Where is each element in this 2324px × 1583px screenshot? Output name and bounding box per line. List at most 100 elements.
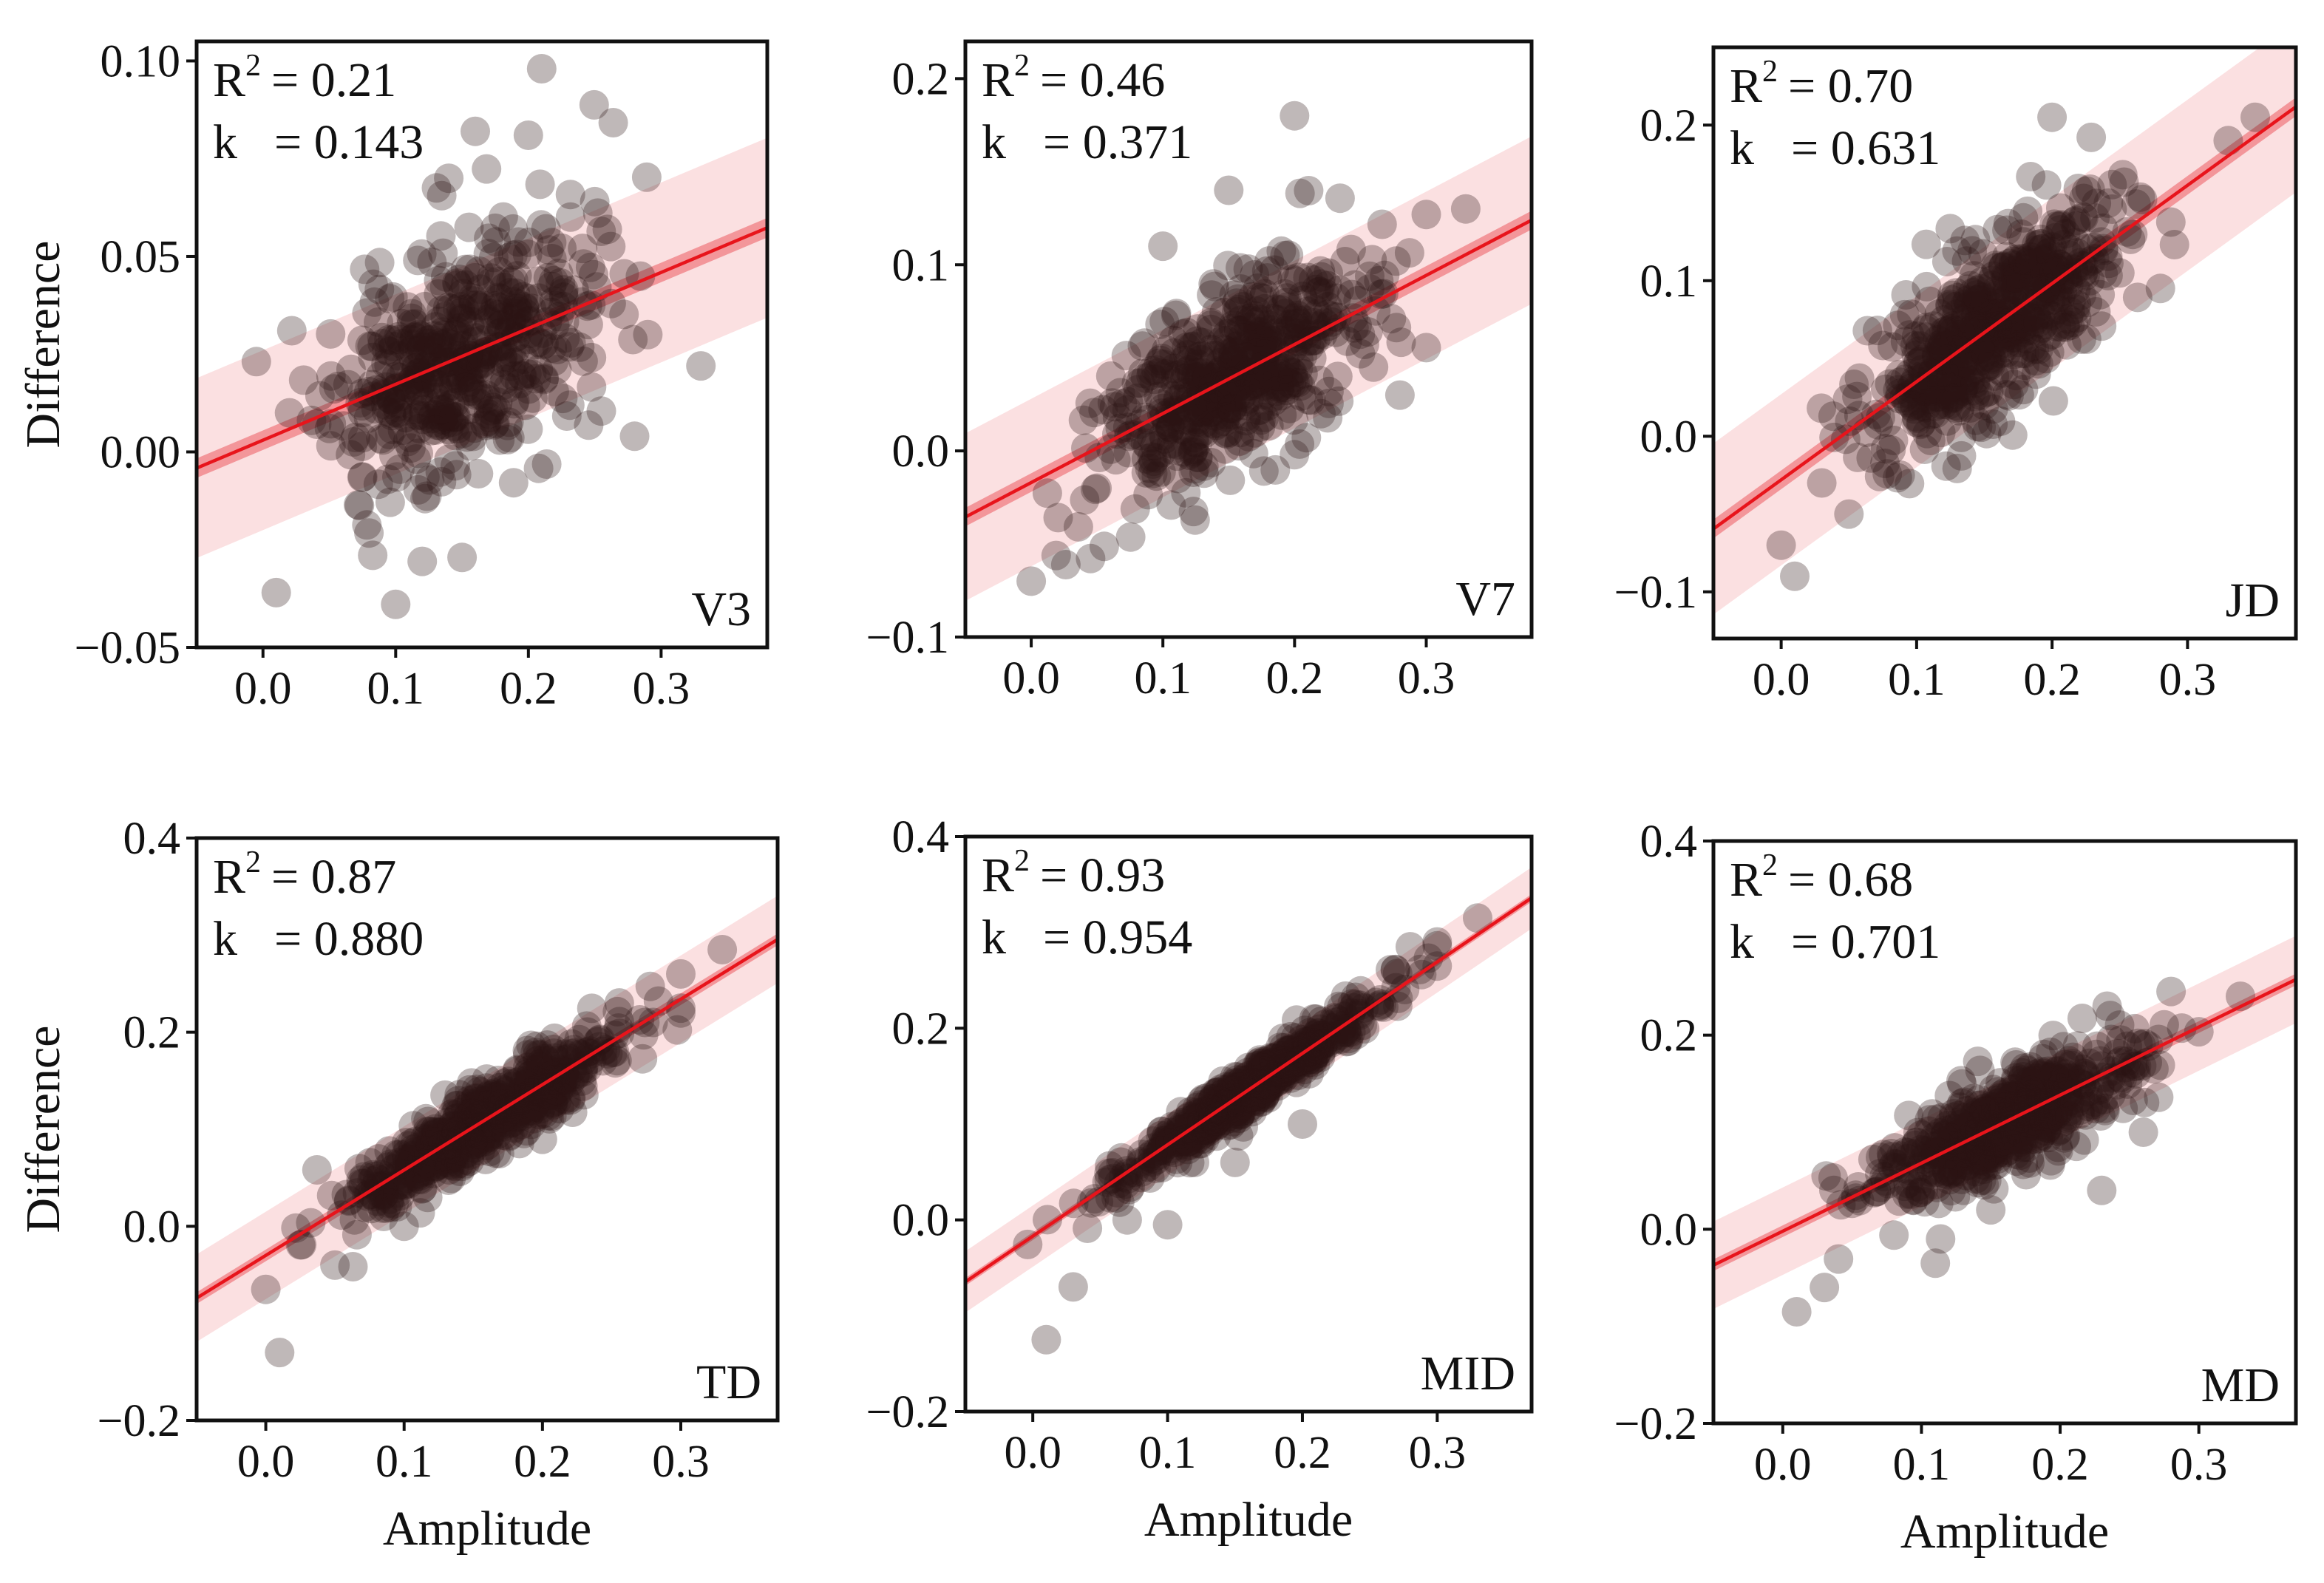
data-point xyxy=(394,1168,424,1199)
data-point xyxy=(1192,1083,1223,1113)
data-point xyxy=(1935,364,1965,395)
data-point xyxy=(1331,1016,1362,1046)
data-point xyxy=(1384,380,1415,410)
data-point xyxy=(2052,1103,2082,1134)
panel-mid-x-ticks: 0.0 0.1 0.2 0.3 xyxy=(1004,1412,1466,1478)
data-point xyxy=(1938,1102,1968,1132)
data-point xyxy=(1985,329,2016,359)
data-point xyxy=(281,1213,311,1243)
data-point xyxy=(537,1080,567,1111)
data-point xyxy=(241,347,271,377)
data-point xyxy=(1369,992,1399,1022)
data-point xyxy=(1903,1117,1933,1148)
data-point xyxy=(534,235,564,265)
data-point xyxy=(2016,1075,2047,1105)
data-point xyxy=(1911,392,1940,423)
data-point xyxy=(1280,1023,1311,1053)
data-point xyxy=(1365,992,1395,1022)
data-point xyxy=(584,1025,614,1055)
data-point xyxy=(2070,1059,2100,1089)
data-point xyxy=(1239,335,1269,365)
data-point xyxy=(1963,285,1994,315)
data-point xyxy=(1933,375,1963,406)
data-point xyxy=(1197,280,1227,310)
y-tick-label: 0.2 xyxy=(1640,1011,1698,1061)
data-point xyxy=(1306,398,1336,429)
panel-mid-y-ticks: −0.20.00.20.4 xyxy=(866,812,965,1437)
data-point xyxy=(1329,1018,1359,1048)
data-point xyxy=(1222,288,1251,319)
data-point xyxy=(478,299,508,329)
data-point xyxy=(1972,1097,2002,1127)
data-point xyxy=(1294,1058,1324,1089)
data-point xyxy=(523,355,554,385)
data-point xyxy=(1233,1084,1263,1114)
data-point xyxy=(420,1127,450,1157)
data-point xyxy=(2044,1094,2074,1124)
data-point xyxy=(2038,1061,2068,1091)
data-point xyxy=(412,1182,443,1213)
data-point xyxy=(432,403,463,433)
data-point xyxy=(404,438,433,469)
data-point xyxy=(446,303,477,333)
data-point xyxy=(1918,311,1948,341)
data-point xyxy=(1259,386,1289,416)
data-point xyxy=(2144,1082,2174,1112)
data-point xyxy=(1949,1103,1980,1133)
data-point xyxy=(450,372,480,403)
data-point xyxy=(1249,402,1280,432)
data-point xyxy=(2000,322,2031,353)
data-point xyxy=(2088,1084,2119,1114)
data-point xyxy=(2021,256,2051,287)
data-point xyxy=(1331,1027,1362,1057)
x-tick-label: 0.1 xyxy=(1134,653,1192,704)
data-point xyxy=(582,1027,613,1057)
data-point xyxy=(1200,1078,1230,1109)
data-point xyxy=(356,1194,387,1224)
data-point xyxy=(1141,1145,1172,1175)
data-point xyxy=(387,415,418,446)
data-point xyxy=(2034,337,2065,367)
data-point xyxy=(1148,231,1178,262)
data-point xyxy=(2053,265,2083,295)
data-point xyxy=(1205,1086,1235,1117)
data-point xyxy=(1181,357,1212,387)
y-tick-label: 0.2 xyxy=(892,54,950,104)
data-point xyxy=(366,423,396,454)
x-tick-label: 0.3 xyxy=(1409,1428,1467,1478)
data-point xyxy=(396,303,427,333)
panel-td-frame xyxy=(194,836,780,1423)
data-point xyxy=(1964,1100,1994,1131)
data-point xyxy=(439,1138,469,1168)
data-point xyxy=(487,1089,517,1119)
data-point xyxy=(441,1117,472,1147)
data-point xyxy=(485,283,515,313)
data-point xyxy=(1183,1119,1213,1149)
data-point xyxy=(1979,1143,2009,1173)
data-point xyxy=(2029,244,2059,274)
data-point xyxy=(1325,1006,1356,1036)
data-point xyxy=(1218,310,1248,340)
data-point xyxy=(1127,1140,1158,1169)
data-point xyxy=(440,1151,469,1182)
data-point xyxy=(1219,280,1249,310)
data-point xyxy=(2051,219,2081,249)
data-point xyxy=(1298,265,1328,295)
data-point xyxy=(1999,246,2029,276)
data-point xyxy=(385,1181,415,1211)
data-point xyxy=(2088,213,2119,243)
data-point xyxy=(1984,1133,2014,1163)
data-point xyxy=(1251,1079,1281,1109)
data-point xyxy=(526,210,557,240)
data-point xyxy=(514,1095,544,1126)
data-point xyxy=(376,385,407,415)
data-point xyxy=(609,259,639,289)
data-point xyxy=(1935,291,1965,321)
data-point xyxy=(1296,385,1326,415)
data-point xyxy=(336,440,366,470)
data-point xyxy=(455,254,485,285)
data-point xyxy=(1127,1162,1157,1193)
data-point xyxy=(1844,1172,1873,1202)
data-point xyxy=(1233,254,1263,285)
data-point xyxy=(1909,435,1940,464)
